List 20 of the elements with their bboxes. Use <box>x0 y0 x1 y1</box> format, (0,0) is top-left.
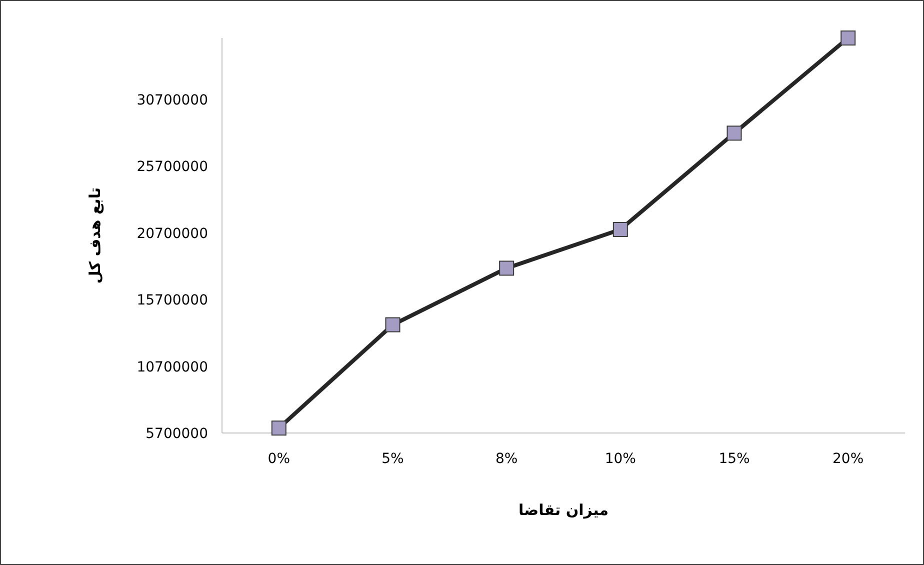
x-tick-label: 8% <box>495 451 518 467</box>
y-tick-label: 25700000 <box>136 159 208 176</box>
point <box>271 420 286 436</box>
x-axis-title: میزان تقاضا <box>518 501 609 519</box>
point <box>612 222 628 237</box>
x-tick-label: 20% <box>832 451 864 467</box>
x-tick-label: 10% <box>604 451 636 467</box>
point <box>726 126 742 141</box>
y-tick-label: 5700000 <box>146 426 208 442</box>
point <box>385 317 400 332</box>
point <box>499 260 514 276</box>
y-axis-title: تابع هدف کل <box>86 187 104 284</box>
x-tick-label: 5% <box>382 451 404 467</box>
y-tick-label: 15700000 <box>136 292 208 309</box>
x-tick-label: 15% <box>718 451 750 467</box>
y-tick-label: 20700000 <box>136 226 208 242</box>
y-tick-label: 10700000 <box>136 359 208 376</box>
x-tick-label: 0% <box>268 451 290 467</box>
point <box>840 30 856 46</box>
y-tick-label: 30700000 <box>136 92 208 108</box>
